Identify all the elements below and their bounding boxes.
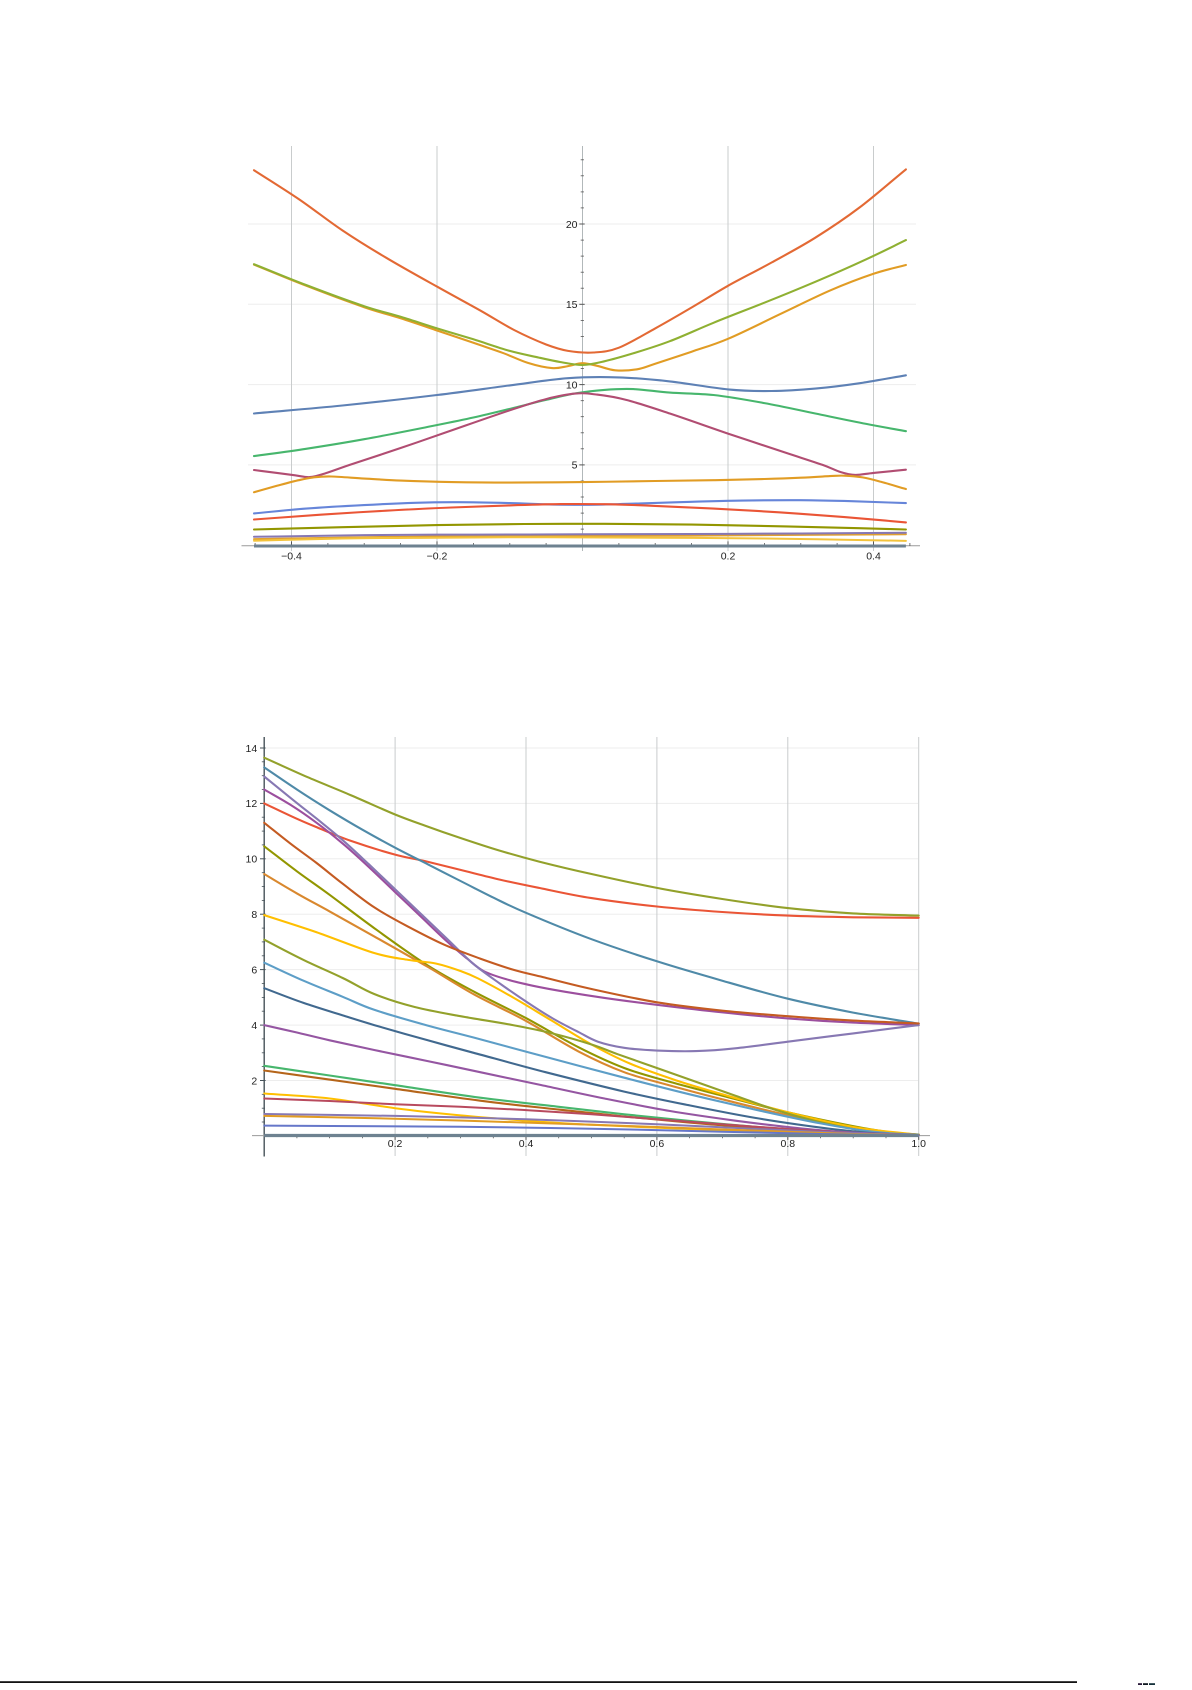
svg-text:14: 14 [246,743,258,755]
svg-text:12: 12 [246,798,258,810]
svg-text:4: 4 [251,1020,257,1032]
svg-text:10: 10 [566,379,578,391]
svg-text:15: 15 [566,299,578,311]
svg-text:0.4: 0.4 [519,1138,534,1150]
svg-text:6: 6 [251,964,257,976]
svg-text:8: 8 [251,909,257,921]
svg-text:0.8: 0.8 [780,1138,795,1150]
svg-text:−0.2: −0.2 [427,551,448,563]
svg-text:5: 5 [572,460,578,472]
svg-text:10: 10 [246,854,258,866]
svg-text:0.2: 0.2 [388,1138,403,1150]
svg-text:2: 2 [251,1075,257,1087]
svg-text:−0.4: −0.4 [281,551,302,563]
svg-text:0.6: 0.6 [650,1138,665,1150]
svg-text:20: 20 [566,219,578,231]
svg-text:0.4: 0.4 [866,551,881,563]
svg-text:0.2: 0.2 [721,551,736,563]
svg-text:1.0: 1.0 [911,1138,926,1150]
